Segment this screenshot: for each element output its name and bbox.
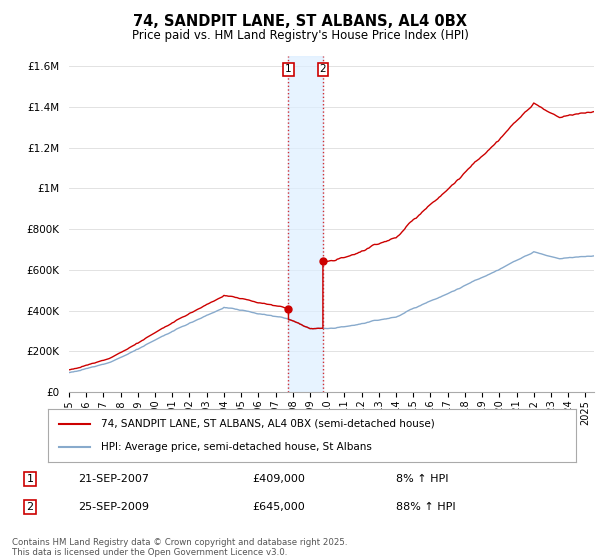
Bar bbox=[289, 56, 323, 392]
Point bbox=[284, 304, 293, 313]
Text: £409,000: £409,000 bbox=[252, 474, 305, 484]
Text: 2: 2 bbox=[320, 64, 326, 74]
Text: 25-SEP-2009: 25-SEP-2009 bbox=[78, 502, 149, 512]
Text: 74, SANDPIT LANE, ST ALBANS, AL4 0BX: 74, SANDPIT LANE, ST ALBANS, AL4 0BX bbox=[133, 14, 467, 29]
Text: HPI: Average price, semi-detached house, St Albans: HPI: Average price, semi-detached house,… bbox=[101, 442, 371, 452]
Text: 74, SANDPIT LANE, ST ALBANS, AL4 0BX (semi-detached house): 74, SANDPIT LANE, ST ALBANS, AL4 0BX (se… bbox=[101, 419, 434, 429]
Text: 88% ↑ HPI: 88% ↑ HPI bbox=[396, 502, 455, 512]
Text: 8% ↑ HPI: 8% ↑ HPI bbox=[396, 474, 449, 484]
Text: Contains HM Land Registry data © Crown copyright and database right 2025.
This d: Contains HM Land Registry data © Crown c… bbox=[12, 538, 347, 557]
Text: 21-SEP-2007: 21-SEP-2007 bbox=[78, 474, 149, 484]
Text: £645,000: £645,000 bbox=[252, 502, 305, 512]
Text: 2: 2 bbox=[26, 502, 34, 512]
Text: 1: 1 bbox=[285, 64, 292, 74]
Text: 1: 1 bbox=[26, 474, 34, 484]
Point bbox=[318, 256, 328, 265]
Text: Price paid vs. HM Land Registry's House Price Index (HPI): Price paid vs. HM Land Registry's House … bbox=[131, 29, 469, 42]
